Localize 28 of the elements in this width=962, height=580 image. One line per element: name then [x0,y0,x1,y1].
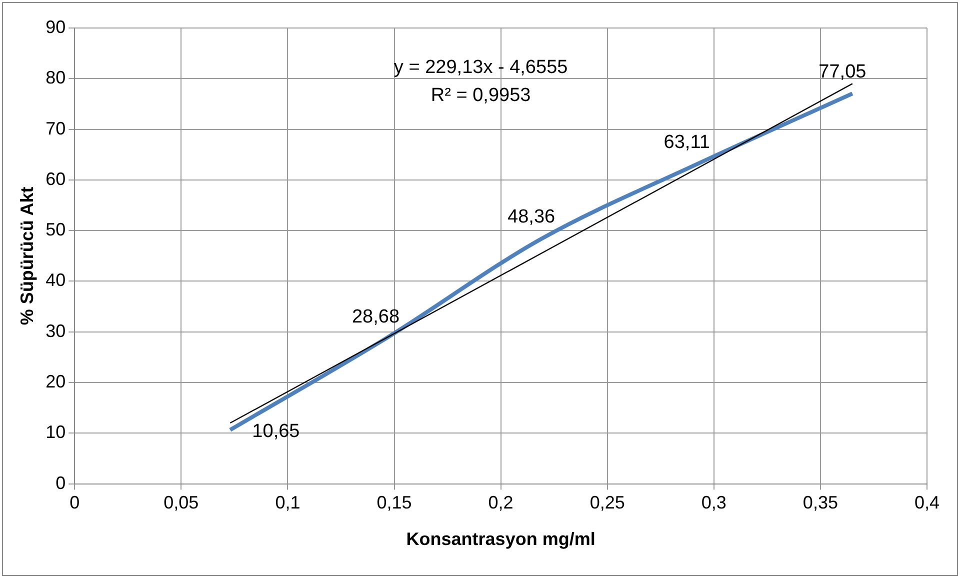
y-tick-label: 10 [46,422,66,442]
y-tick-label: 60 [46,168,66,189]
data-label: 77,05 [818,61,866,82]
data-label: 10,65 [252,421,300,442]
x-tick-label: 0,15 [376,492,412,513]
y-tick-label: 80 [46,68,66,88]
y-tick-label: 90 [46,16,66,37]
y-axis-title: % Süpürücü Akt [16,186,37,326]
y-tick-label: 0 [56,472,66,493]
x-tick-label: 0,05 [164,492,199,513]
y-tick-label: 30 [46,320,66,341]
data-label: 48,36 [508,206,556,228]
y-tick-label: 70 [46,118,66,138]
x-tick-label: 0,25 [590,492,625,513]
annotation: R² = 0,9953 [430,85,531,106]
y-tick-label: 20 [46,371,66,392]
y-tick-label: 40 [46,270,66,290]
x-tick-label: 0,1 [275,492,300,513]
x-tick-label: 0 [70,492,80,513]
annotation: y = 229,13x - 4,6555 [394,57,568,78]
x-tick-label: 0,3 [701,492,726,513]
x-axis-title: Konsantrasyon mg/ml [406,529,596,550]
x-tick-label: 0,2 [488,492,514,513]
data-label: 28,68 [352,306,400,328]
y-tick-label: 50 [46,220,66,240]
data-label: 63,11 [664,132,710,153]
x-tick-label: 0,4 [914,492,940,513]
x-tick-label: 0,35 [802,492,838,513]
